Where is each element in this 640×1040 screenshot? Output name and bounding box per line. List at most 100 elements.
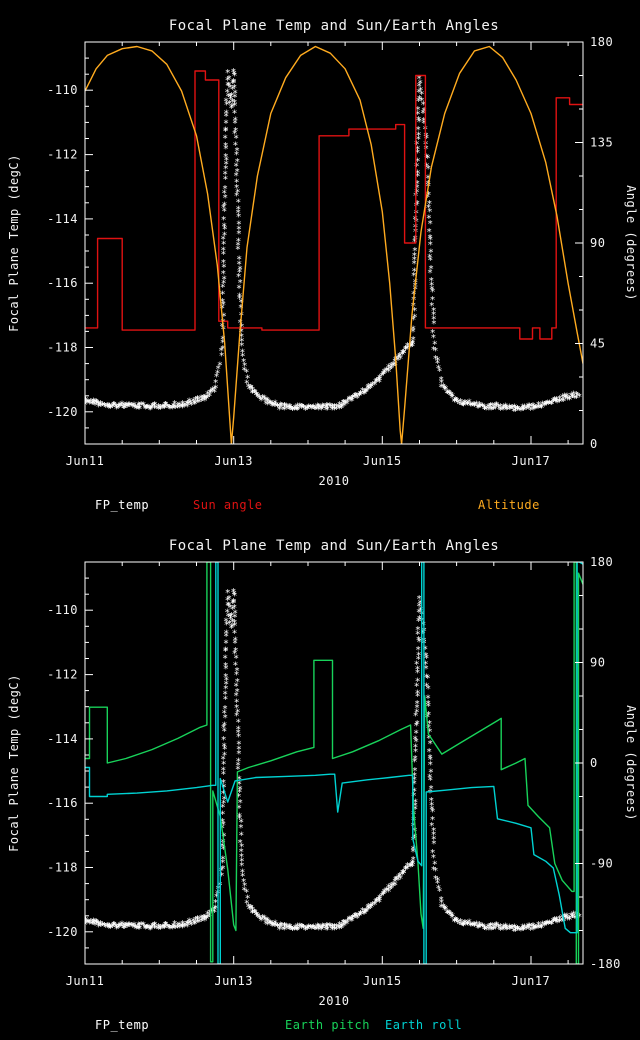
fp-temp-point: *: [413, 737, 419, 748]
fp-temp-point: *: [511, 406, 517, 417]
fp-temp-point: *: [414, 139, 420, 150]
fp-temp-point: *: [227, 612, 233, 623]
fp-temp-point: *: [292, 923, 298, 934]
fp-temp-point: *: [481, 922, 487, 933]
fp-temp-point: *: [233, 126, 239, 137]
fp-temp-point: *: [231, 83, 237, 94]
fp-temp-point: *: [94, 399, 100, 410]
fp-temp-point: *: [411, 251, 417, 262]
fp-temp-point: *: [525, 924, 531, 935]
fp-temp-point: *: [369, 902, 375, 913]
fp-temp-point: *: [386, 887, 392, 898]
fp-temp-point: *: [533, 923, 539, 934]
fp-temp-point: *: [188, 920, 194, 931]
fp-temp-point: *: [151, 924, 157, 935]
fp-temp-point: *: [110, 402, 116, 413]
fp-temp-point: *: [440, 902, 446, 913]
fp-temp-point: *: [280, 405, 286, 416]
fp-temp-point: *: [499, 404, 505, 415]
fp-temp-point: *: [354, 392, 360, 403]
fp-temp-point: *: [492, 404, 498, 415]
fp-temp-point: *: [329, 922, 335, 933]
fp-temp-point: *: [502, 923, 508, 934]
fp-temp-point: *: [236, 745, 242, 756]
fp-temp-point: *: [124, 922, 130, 933]
fp-temp-point: *: [234, 178, 240, 189]
fp-temp-point: *: [130, 922, 136, 933]
fp-temp-point: *: [403, 344, 409, 355]
fp-temp-point: *: [116, 922, 122, 933]
fp-temp-point: *: [565, 395, 571, 406]
fp-temp-point: *: [539, 919, 545, 930]
fp-temp-point: *: [192, 395, 198, 406]
fp-temp-point: *: [219, 351, 225, 362]
fp-temp-point: *: [416, 115, 422, 126]
fp-temp-point: *: [289, 925, 295, 936]
y-right-tick-label: 90: [590, 236, 605, 250]
fp-temp-point: *: [492, 924, 498, 935]
fp-temp-point: *: [535, 920, 541, 931]
fp-temp-point: *: [232, 638, 238, 649]
fp-temp-point: *: [241, 365, 247, 376]
fp-temp-point: *: [222, 174, 228, 185]
fp-temp-point: *: [419, 96, 425, 107]
fp-temp-point: *: [223, 629, 229, 640]
y-left-tick-label: -114: [47, 732, 78, 746]
fp-temp-point: *: [447, 390, 453, 401]
fp-temp-point: *: [427, 233, 433, 244]
fp-temp-point: *: [249, 388, 255, 399]
fp-temp-point: *: [335, 923, 341, 934]
fp-temp-point: *: [414, 665, 420, 676]
fp-temp-point: *: [510, 403, 516, 414]
fp-temp-point: *: [119, 920, 125, 931]
fp-temp-point: *: [410, 845, 416, 856]
fp-temp-point: *: [258, 916, 264, 927]
fp-temp-point: *: [465, 920, 471, 931]
fp-temp-point: *: [497, 402, 503, 413]
fp-temp-point: *: [90, 397, 96, 408]
fp-temp-point: *: [225, 612, 231, 623]
fp-temp-point: *: [239, 868, 245, 879]
fp-temp-point: *: [508, 404, 514, 415]
fp-temp-point: *: [231, 618, 237, 629]
fp-temp-point: *: [227, 92, 233, 103]
fp-temp-point: *: [124, 401, 130, 412]
bottom-chart-legend: FP_temp Earth pitch Earth roll: [0, 1018, 640, 1040]
legend-sun-angle: Sun angle: [193, 498, 263, 512]
fp-temp-point: *: [336, 924, 342, 935]
fp-temp-point: *: [288, 404, 294, 415]
fp-temp-point: *: [408, 341, 414, 352]
fp-temp-point: *: [230, 84, 236, 95]
fp-temp-point: *: [490, 925, 496, 936]
fp-temp-point: *: [414, 681, 420, 692]
fp-temp-point: *: [234, 183, 240, 194]
fp-temp-point: *: [236, 740, 242, 751]
fp-temp-point: *: [222, 694, 228, 705]
fp-temp-point: *: [427, 739, 433, 750]
fp-temp-point: *: [272, 399, 278, 410]
fp-temp-point: *: [466, 918, 472, 929]
bottom-chart-canvas: ****************************************…: [7, 538, 638, 1008]
fp-temp-point: *: [539, 923, 545, 934]
fp-temp-point: *: [317, 403, 323, 414]
fp-temp-point: *: [249, 905, 255, 916]
fp-temp-point: *: [301, 403, 307, 414]
fp-temp-point: *: [143, 923, 149, 934]
fp-temp-point: *: [107, 923, 113, 934]
fp-temp-point: *: [542, 921, 548, 932]
fp-temp-point: *: [561, 911, 567, 922]
fp-temp-point: *: [166, 923, 172, 934]
fp-temp-point: *: [103, 923, 109, 934]
fp-temp-point: *: [333, 402, 339, 413]
fp-temp-point: *: [349, 914, 355, 925]
fp-temp-point: *: [420, 109, 426, 120]
fp-temp-point: *: [211, 908, 217, 919]
legend-fp-temp: FP_temp: [95, 1018, 150, 1032]
fp-temp-point: *: [220, 770, 226, 781]
fp-temp-point: *: [430, 848, 436, 859]
fp-temp-point: *: [503, 405, 509, 416]
fp-temp-point: *: [416, 607, 422, 618]
fp-temp-point: *: [293, 405, 299, 416]
fp-temp-point: *: [502, 402, 508, 413]
fp-temp-point: *: [427, 240, 433, 251]
